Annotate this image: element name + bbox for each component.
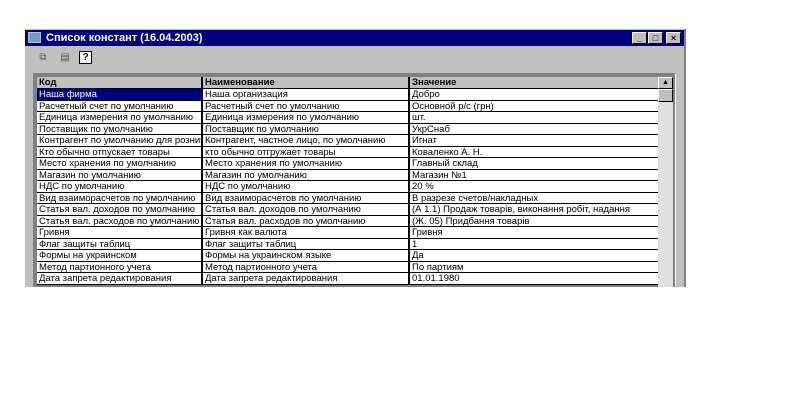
cell-name[interactable]: Контрагент, частное лицо, по умолчанию bbox=[203, 135, 410, 146]
cell-value[interactable]: Магазин №1 bbox=[412, 169, 467, 180]
scroll-up-arrow-icon[interactable]: ▲ bbox=[658, 77, 673, 89]
cell-code[interactable]: Вид взаиморасчетов по умолчанию bbox=[37, 192, 203, 203]
table-row[interactable]: Метод партионного учета Метод партионного… bbox=[37, 261, 658, 273]
cell-name[interactable]: Метод партионного учета bbox=[203, 261, 410, 272]
table-row[interactable]: Флаг защиты таблиц Флаг защиты таблиц 1 bbox=[37, 238, 658, 250]
cell-value[interactable]: 01.01.1980 bbox=[412, 273, 460, 284]
column-header-code[interactable]: Код bbox=[37, 77, 203, 88]
cell-value[interactable]: Коваленко А. Н. bbox=[412, 146, 483, 157]
table-row[interactable]: Кто обычно отпускает товары кто обычно от… bbox=[37, 146, 658, 158]
column-header-value[interactable]: Значение bbox=[412, 77, 457, 88]
cell-code[interactable]: Статья вал. расходов по умолчанию bbox=[37, 215, 203, 226]
cell-code[interactable]: Флаг защиты таблиц bbox=[37, 238, 203, 249]
cell-name[interactable]: Поставщик по умолчанию bbox=[203, 123, 410, 134]
copy-icon[interactable]: ⧉ bbox=[39, 52, 47, 63]
cell-name[interactable]: Гривня как валюта bbox=[203, 227, 410, 238]
cell-name[interactable]: Вид взаиморасчетов по умолчанию bbox=[203, 192, 410, 203]
vertical-scrollbar[interactable]: ▲ bbox=[658, 77, 673, 287]
cell-value[interactable]: В разрезе счетов/накладных bbox=[412, 192, 539, 203]
column-header-name[interactable]: Наименование bbox=[203, 77, 410, 88]
cell-value[interactable]: Добро bbox=[412, 89, 440, 100]
toolbar: ⧉ ▤ ? bbox=[25, 48, 684, 68]
cell-name[interactable]: Дата запрета редактирования bbox=[203, 273, 410, 284]
cell-code[interactable]: Единица измерения по умолчанию bbox=[37, 112, 203, 123]
table-row[interactable]: Статья вал. доходов по умолчанию Статья в… bbox=[37, 204, 658, 216]
cell-name[interactable]: Статья вал. расходов по умолчанию bbox=[203, 215, 410, 226]
cell-value[interactable]: Игнат bbox=[412, 135, 437, 146]
window-title: Список констант (16.04.2003) bbox=[46, 32, 203, 44]
cell-name[interactable]: Магазин по умолчанию bbox=[203, 169, 410, 180]
cell-value[interactable]: Основной р/с (грн) bbox=[412, 100, 494, 111]
cell-name[interactable]: Место хранения по умолчанию bbox=[203, 158, 410, 169]
cell-name[interactable]: Статья вал. доходов по умолчанию bbox=[203, 204, 410, 215]
cell-code[interactable]: Магазин по умолчанию bbox=[37, 169, 203, 180]
cell-name[interactable]: Единица измерения по умолчанию bbox=[203, 112, 410, 123]
cell-code[interactable]: Поставщик по умолчанию bbox=[37, 123, 203, 134]
table-row[interactable]: Поставщик по умолчанию Поставщик по умолч… bbox=[37, 123, 658, 135]
constants-table-frame: Код Наименование Значение Наша фирма Наша… bbox=[33, 73, 676, 287]
cell-code[interactable]: Статья вал. доходов по умолчанию bbox=[37, 204, 203, 215]
table-row[interactable]: Контрагент по умолчанию для розницы Контр… bbox=[37, 135, 658, 147]
table-row[interactable]: Единица измерения по умолчанию Единица из… bbox=[37, 112, 658, 124]
cell-code[interactable]: Гривня bbox=[37, 227, 203, 238]
cell-value[interactable]: Гривня bbox=[412, 227, 443, 238]
cell-value[interactable]: (Ж. 05) Придбання товарів bbox=[412, 215, 530, 226]
close-button[interactable]: × bbox=[666, 32, 681, 44]
cell-name[interactable]: кто обычно отгружает товары bbox=[203, 146, 410, 157]
cell-name[interactable]: Флаг защиты таблиц bbox=[203, 238, 410, 249]
cell-value[interactable]: 1 bbox=[412, 238, 418, 249]
table-row[interactable]: Вид взаиморасчетов по умолчанию Вид взаим… bbox=[37, 192, 658, 204]
table-row[interactable]: Дата запрета редактирования Дата запрета … bbox=[37, 273, 658, 285]
help-icon[interactable]: ? bbox=[79, 51, 92, 64]
properties-icon[interactable]: ▤ bbox=[60, 52, 70, 63]
cell-value[interactable]: Главный склад bbox=[412, 158, 478, 169]
app-icon bbox=[28, 32, 41, 43]
title-bar[interactable]: Список констант (16.04.2003) _ □ × bbox=[25, 30, 684, 46]
cell-code[interactable]: Дата запрета редактирования bbox=[37, 273, 203, 284]
cell-code[interactable]: Место хранения по умолчанию bbox=[37, 158, 203, 169]
constants-window: Список констант (16.04.2003) _ □ × ⧉ ▤ ?… bbox=[25, 29, 686, 287]
cell-code[interactable]: Кто обычно отпускает товары bbox=[37, 146, 203, 157]
cell-code[interactable]: НДС по умолчанию bbox=[37, 181, 203, 192]
table-row[interactable]: Формы на украинском Формы на украинском я… bbox=[37, 250, 658, 262]
cell-code[interactable]: Контрагент по умолчанию для розницы bbox=[39, 135, 203, 146]
cell-name[interactable]: Формы на украинском языке bbox=[203, 250, 410, 261]
cell-value[interactable]: Да bbox=[412, 250, 424, 261]
cell-code[interactable]: Наша фирма bbox=[37, 89, 203, 100]
cell-name[interactable]: Наша организация bbox=[203, 89, 410, 100]
minimize-button[interactable]: _ bbox=[632, 32, 647, 44]
cell-value[interactable]: шт. bbox=[412, 112, 426, 123]
maximize-button[interactable]: □ bbox=[648, 32, 663, 44]
table-row[interactable]: Магазин по умолчанию Магазин по умолчанию… bbox=[37, 169, 658, 181]
table-row[interactable]: Статья вал. расходов по умолчанию Статья … bbox=[37, 215, 658, 227]
table-row[interactable]: Наша фирма Наша организация Добро bbox=[37, 89, 658, 101]
table-header: Код Наименование Значение bbox=[37, 77, 658, 89]
cell-value[interactable]: 20 % bbox=[412, 181, 434, 192]
constants-table: Код Наименование Значение Наша фирма Наша… bbox=[37, 77, 658, 285]
table-row[interactable]: Гривня Гривня как валюта Гривня bbox=[37, 227, 658, 239]
table-row[interactable]: НДС по умолчанию НДС по умолчанию 20 % bbox=[37, 181, 658, 193]
table-row[interactable]: Место хранения по умолчанию Место хранени… bbox=[37, 158, 658, 170]
cell-value[interactable]: (А 1.1) Продаж товарів, виконання робіт,… bbox=[412, 204, 631, 215]
cell-value[interactable]: УкрСнаб bbox=[412, 123, 450, 134]
cell-code[interactable]: Расчетный счет по умолчанию bbox=[37, 100, 203, 111]
cell-code[interactable]: Формы на украинском bbox=[37, 250, 203, 261]
cell-code[interactable]: Метод партионного учета bbox=[37, 261, 203, 272]
cell-value[interactable]: По партиям bbox=[412, 261, 464, 272]
scroll-thumb[interactable] bbox=[658, 89, 673, 102]
table-row[interactable]: Расчетный счет по умолчанию Расчетный сче… bbox=[37, 100, 658, 112]
cell-name[interactable]: Расчетный счет по умолчанию bbox=[203, 100, 410, 111]
cell-name[interactable]: НДС по умолчанию bbox=[203, 181, 410, 192]
